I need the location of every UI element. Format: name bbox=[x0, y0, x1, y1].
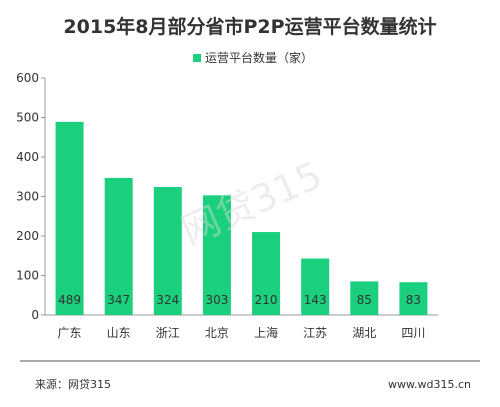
legend-swatch bbox=[193, 54, 201, 62]
category-label-0: 广东 bbox=[58, 326, 82, 340]
y-tick-label-2: 200 bbox=[16, 229, 39, 243]
bar-value-label-3: 303 bbox=[205, 293, 228, 307]
bar-layer bbox=[55, 121, 428, 315]
label-layer: 489 广东 347 山东 324 浙江 303 北京 210 上海 143 江苏 85 湖北 83 四川 bbox=[58, 293, 426, 340]
bar-0 bbox=[55, 121, 84, 315]
axis-layer: 0 100 200 300 400 500 600 bbox=[16, 71, 438, 322]
legend: 运营平台数量（家） bbox=[193, 50, 313, 65]
y-tick-label-4: 400 bbox=[16, 150, 39, 164]
bar-value-label-6: 85 bbox=[357, 293, 372, 307]
footer-source: 来源：网贷315 bbox=[35, 377, 111, 391]
bar-value-label-7: 83 bbox=[406, 293, 421, 307]
bar-value-label-2: 324 bbox=[156, 293, 179, 307]
bar-4 bbox=[252, 232, 281, 315]
category-label-1: 山东 bbox=[107, 326, 131, 340]
bar-value-label-0: 489 bbox=[58, 293, 81, 307]
bar-2 bbox=[153, 187, 182, 315]
chart-title: 2015年8月部分省市P2P运营平台数量统计 bbox=[63, 15, 436, 38]
y-tick-label-1: 100 bbox=[16, 269, 39, 283]
category-label-2: 浙江 bbox=[156, 326, 180, 340]
footer-website: www.wd315.cn bbox=[388, 378, 471, 391]
y-tick-label-5: 500 bbox=[16, 111, 39, 125]
category-label-4: 上海 bbox=[254, 325, 278, 340]
bar-7 bbox=[399, 282, 428, 315]
category-label-3: 北京 bbox=[205, 326, 229, 340]
bar-5 bbox=[301, 258, 330, 315]
bar-value-label-1: 347 bbox=[107, 293, 130, 307]
bar-value-label-4: 210 bbox=[255, 293, 278, 307]
y-tick-label-6: 600 bbox=[16, 71, 39, 85]
legend-label: 运营平台数量（家） bbox=[205, 50, 313, 65]
category-label-6: 湖北 bbox=[352, 325, 376, 340]
bar-value-label-5: 143 bbox=[304, 293, 327, 307]
y-tick-label-0: 0 bbox=[31, 308, 39, 322]
y-tick-label-3: 300 bbox=[16, 190, 39, 204]
bar-3 bbox=[202, 195, 231, 315]
bar-6 bbox=[350, 281, 379, 315]
category-label-7: 四川 bbox=[401, 326, 425, 340]
category-label-5: 江苏 bbox=[303, 326, 327, 340]
watermark-text: 网贷315 bbox=[175, 153, 329, 254]
bar-1 bbox=[104, 177, 133, 315]
